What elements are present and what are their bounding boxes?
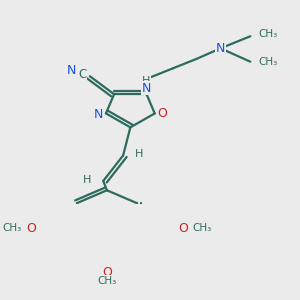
Text: N: N	[67, 64, 76, 77]
Text: H: H	[142, 76, 150, 85]
Text: O: O	[102, 266, 112, 279]
Text: N: N	[141, 82, 151, 94]
Text: CH₃: CH₃	[2, 224, 21, 233]
Text: O: O	[26, 222, 36, 235]
Text: H: H	[83, 175, 91, 184]
Text: CH₃: CH₃	[258, 57, 278, 67]
Text: C: C	[79, 68, 87, 81]
Text: N: N	[216, 42, 225, 55]
Text: CH₃: CH₃	[193, 224, 212, 233]
Text: H: H	[135, 149, 144, 159]
Text: N: N	[94, 108, 104, 121]
Text: CH₃: CH₃	[97, 276, 116, 286]
Text: O: O	[178, 222, 188, 235]
Text: CH₃: CH₃	[258, 28, 278, 39]
Text: O: O	[157, 107, 167, 120]
